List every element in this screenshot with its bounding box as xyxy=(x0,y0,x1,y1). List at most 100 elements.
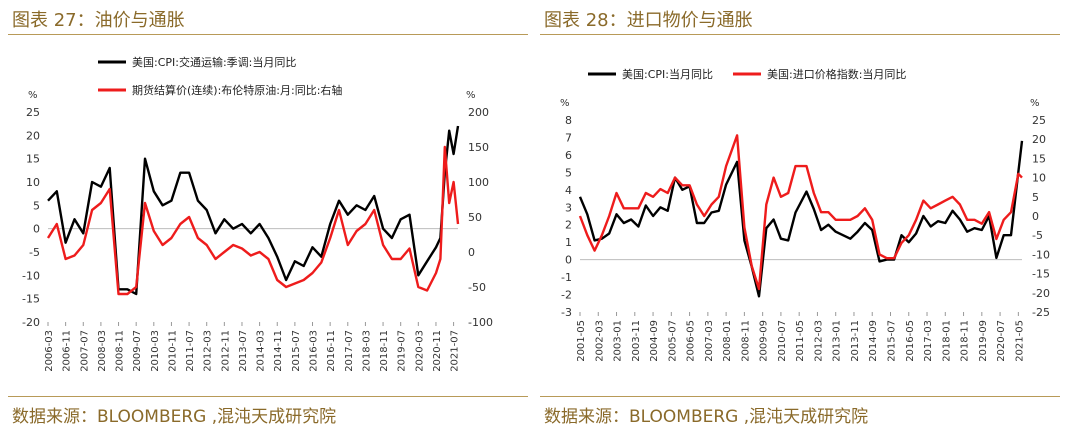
x-tick-label: 2013-07 xyxy=(238,330,249,372)
y-tick-label-left: 20 xyxy=(26,129,40,142)
y-axis-right-unit: % xyxy=(466,90,476,101)
line-chart: % %876543210-1-2-32520151050-5-10-15-20-2… xyxy=(560,67,1050,362)
x-tick-label: 2007-07 xyxy=(79,330,90,372)
x-tick-label: 2008-11 xyxy=(115,330,126,372)
y-tick-label-right: -5 xyxy=(1032,229,1043,242)
y-tick-label-left: 2 xyxy=(565,219,572,232)
series-line-1 xyxy=(578,134,1023,291)
x-tick-label: 2014-11 xyxy=(273,330,284,372)
x-tick-label: 2012-03 xyxy=(203,330,214,372)
y-tick-label-left: -5 xyxy=(29,246,40,259)
y-tick-label-right: -15 xyxy=(1032,268,1050,281)
x-tick-label: 2008-03 xyxy=(97,330,108,372)
y-tick-label-right: -10 xyxy=(1032,248,1050,261)
y-tick-label-left: -15 xyxy=(22,293,40,306)
x-tick-label: 2003-01 xyxy=(613,320,624,362)
x-tick-label: 2018-01 xyxy=(941,320,952,362)
y-tick-label-right: 20 xyxy=(1032,133,1046,146)
x-tick-label: 2018-03 xyxy=(361,330,372,372)
x-tick-label: 2002-03 xyxy=(594,320,605,362)
y-tick-label-left: 4 xyxy=(565,184,572,197)
y-axis-left-unit: % xyxy=(560,98,570,109)
legend-label: 美国:进口价格指数:当月同比 xyxy=(767,67,906,81)
x-tick-label: 2020-03 xyxy=(414,330,425,372)
x-tick-label: 2005-07 xyxy=(667,320,678,362)
title-divider xyxy=(8,34,528,35)
y-tick-label-left: 7 xyxy=(565,131,572,144)
x-tick-label: 2021-07 xyxy=(450,330,461,372)
y-tick-label-right: 0 xyxy=(468,246,475,259)
x-tick-label: 2009-07 xyxy=(132,330,143,372)
x-tick-label: 2007-03 xyxy=(704,320,715,362)
x-tick-label: 2019-09 xyxy=(978,320,989,362)
y-tick-label-right: -100 xyxy=(468,316,493,329)
source-divider xyxy=(8,396,528,397)
y-tick-label-right: 100 xyxy=(468,176,489,189)
x-tick-label: 2012-11 xyxy=(220,330,231,372)
x-tick-label: 2006-05 xyxy=(686,320,697,362)
y-tick-label-right: 10 xyxy=(1032,172,1046,185)
y-tick-label-right: -25 xyxy=(1032,306,1050,319)
x-tick-label: 2008-11 xyxy=(740,320,751,362)
x-tick-label: 2015-07 xyxy=(886,320,897,362)
source-divider xyxy=(540,396,1060,397)
y-tick-label-left: 15 xyxy=(26,153,40,166)
x-tick-label: 2017-03 xyxy=(923,320,934,362)
chart-title: 图表 27：油价与通胀 xyxy=(12,10,185,31)
x-tick-label: 2013-01 xyxy=(832,320,843,362)
y-tick-label-left: 8 xyxy=(565,114,572,127)
y-tick-label-right: 0 xyxy=(1032,210,1039,223)
y-tick-label-left: 0 xyxy=(33,223,40,236)
title-divider xyxy=(540,34,1060,35)
x-tick-label: 2016-03 xyxy=(309,330,320,372)
y-tick-label-right: -20 xyxy=(1032,287,1050,300)
y-tick-label-left: -2 xyxy=(561,289,572,302)
x-tick-label: 2004-09 xyxy=(649,320,660,362)
y-tick-label-left: 0 xyxy=(565,254,572,267)
x-tick-label: 2011-05 xyxy=(795,320,806,362)
x-tick-label: 2011-07 xyxy=(185,330,196,372)
y-tick-label-left: 3 xyxy=(565,201,572,214)
y-tick-label-left: -20 xyxy=(22,316,40,329)
legend-label: 美国:CPI:交通运输:季调:当月同比 xyxy=(132,55,296,69)
y-tick-label-right: -50 xyxy=(468,281,486,294)
x-tick-label: 2009-09 xyxy=(759,320,770,362)
y-tick-label-left: -3 xyxy=(561,306,572,319)
x-tick-label: 2018-11 xyxy=(379,330,390,372)
x-tick-label: 2003-11 xyxy=(631,320,642,362)
x-tick-label: 2016-11 xyxy=(326,330,337,372)
x-tick-label: 2006-03 xyxy=(44,330,55,372)
y-tick-label-right: 25 xyxy=(1032,114,1046,127)
chart-source: 数据来源：BLOOMBERG ,混沌天成研究院 xyxy=(544,407,869,427)
y-tick-label-right: 15 xyxy=(1032,152,1046,165)
x-tick-label: 2010-07 xyxy=(777,320,788,362)
x-tick-label: 2013-11 xyxy=(850,320,861,362)
x-tick-label: 2017-07 xyxy=(344,330,355,372)
y-tick-label-left: -1 xyxy=(561,271,572,284)
y-tick-label-left: 5 xyxy=(565,166,572,179)
x-tick-label: 2018-11 xyxy=(960,320,971,362)
y-tick-label-left: 10 xyxy=(26,176,40,189)
chart-panel-import-prices-vs-inflation: 图表 28：进口物价与通胀 %% 8 7 6 5 4 3 2 1 0 -1 -2 -3 25 20 15 10 5… xyxy=(540,0,1072,430)
x-tick-label: 2020-11 xyxy=(432,330,443,372)
y-tick-label-right: 150 xyxy=(468,141,489,154)
chart-title: 图表 28：进口物价与通胀 xyxy=(544,10,753,31)
legend-label: 美国:CPI:当月同比 xyxy=(622,67,713,81)
y-tick-label-right: 5 xyxy=(1032,191,1039,204)
x-tick-label: 2019-07 xyxy=(397,330,408,372)
y-tick-label-left: 5 xyxy=(33,199,40,212)
x-tick-label: 2012-03 xyxy=(813,320,824,362)
x-tick-label: 2001-05 xyxy=(576,320,587,362)
x-tick-label: 2020-07 xyxy=(996,320,1007,362)
x-tick-label: 2016-05 xyxy=(905,320,916,362)
chart-panel-oil-vs-inflation: 图表 27：油价与通胀 %% 25 20 15 10 5 0 -5 -10 -15 -20 200 15… xyxy=(8,0,540,430)
series-line-0 xyxy=(47,125,460,296)
line-chart: % %2520151050-5-10-15-20200150100500-50-1… xyxy=(22,55,493,372)
y-tick-label-right: 200 xyxy=(468,106,489,119)
x-tick-label: 2014-09 xyxy=(868,320,879,362)
y-tick-label-left: 25 xyxy=(26,106,40,119)
x-tick-label: 2010-11 xyxy=(167,330,178,372)
y-axis-left-unit: % xyxy=(28,90,38,101)
series-line-0 xyxy=(578,140,1024,298)
y-axis-right-unit: % xyxy=(1030,98,1040,109)
